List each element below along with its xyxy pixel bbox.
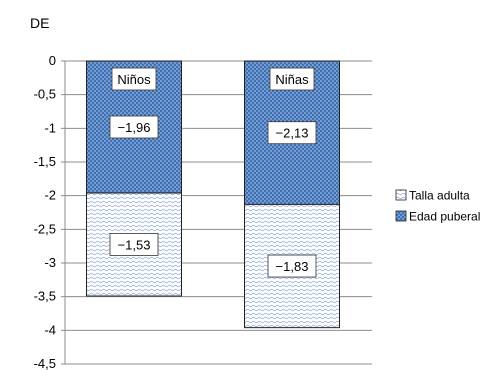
data-label: −2,13 <box>276 126 309 141</box>
y-tick-label: -3,5 <box>34 289 56 304</box>
data-label: −1,83 <box>276 259 309 274</box>
category-label: Niñas <box>275 72 309 87</box>
y-tick-label: -4,5 <box>34 356 56 370</box>
data-label-box <box>267 121 317 145</box>
data-label: −1,53 <box>118 237 151 252</box>
y-axis: 0 -0,5 -1 -1,5 -2 -2,5 -3 -3,5 -4 -4,5 <box>34 53 66 370</box>
y-tick-label: -1 <box>44 120 56 135</box>
y-tick-label: -1,5 <box>34 154 56 169</box>
y-tick-label: -2 <box>44 188 56 203</box>
y-tick-label: -2,5 <box>34 221 56 236</box>
legend-label: Talla adulta <box>409 189 470 203</box>
category-label-box <box>269 67 315 91</box>
legend: Talla adulta Edad puberal <box>395 189 480 224</box>
legend-swatch <box>395 189 407 201</box>
y-axis-title: DE <box>30 15 49 31</box>
y-tick-label: 0 <box>49 53 56 68</box>
bars <box>86 60 340 329</box>
data-label-box <box>109 233 159 256</box>
category-label: Niños <box>117 72 151 87</box>
data-labels: −1,96 −1,53 Niños −2,13 −1,83 Niñas <box>109 67 317 278</box>
data-label-box <box>267 254 317 278</box>
legend-label: Edad puberal <box>409 210 480 224</box>
legend-swatch <box>395 210 407 222</box>
y-tick-label: -0,5 <box>34 87 56 102</box>
data-label: −1,96 <box>118 120 151 135</box>
y-tick-label: -4 <box>44 322 56 337</box>
y-tick-label: -3 <box>44 255 56 270</box>
data-label-box <box>109 115 159 139</box>
category-label-box <box>111 67 157 91</box>
